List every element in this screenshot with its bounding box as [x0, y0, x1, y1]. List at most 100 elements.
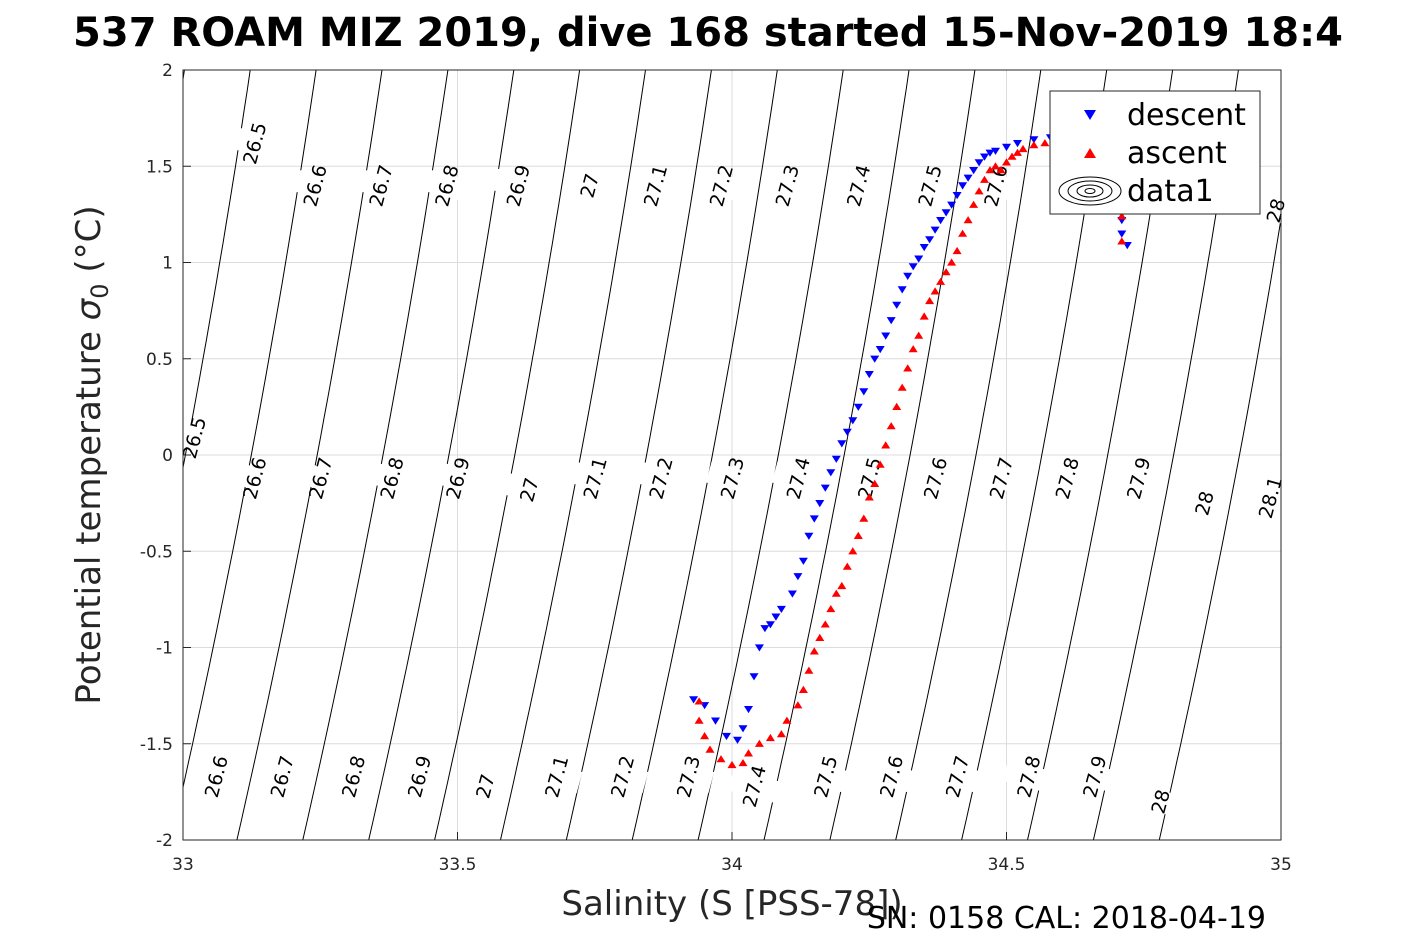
contour-label-bg	[255, 759, 308, 794]
contour-label-bg	[969, 168, 1022, 203]
isopycnal-line	[236, 70, 383, 840]
contour-label-bg	[568, 461, 621, 495]
descent-point	[787, 590, 797, 598]
contour-label-bg	[843, 461, 896, 495]
ascent-point	[930, 287, 940, 295]
contour-label-bg	[491, 168, 544, 203]
x-tick-label: 33.5	[439, 855, 477, 875]
descent-point	[848, 417, 858, 425]
ascent-point	[875, 460, 885, 468]
descent-point	[985, 149, 995, 157]
ascent-point	[716, 755, 726, 763]
descent-point	[941, 209, 951, 217]
ascent-point	[1013, 148, 1022, 156]
ascent-point	[925, 296, 935, 305]
contour-label-bg	[705, 461, 759, 495]
contour-label-bg	[288, 168, 341, 203]
y-axis-label-main: Potential temperature	[69, 320, 109, 704]
contour-label-bg	[596, 759, 649, 794]
isopycnal-line	[763, 70, 910, 840]
y-axis-label: Potential temperature σ0 (°C)	[69, 205, 114, 704]
isopycnal-line	[302, 70, 449, 840]
ascent-point	[853, 531, 863, 539]
legend: descent ascent data1	[1049, 90, 1261, 215]
y-tick-label: 2	[162, 61, 173, 81]
ascent-point	[837, 581, 847, 590]
isopycnal-line	[1158, 216, 1281, 840]
descent-point	[765, 621, 775, 629]
contour-label-bg	[727, 769, 780, 803]
ascent-point	[908, 345, 918, 353]
ascent-point	[958, 229, 968, 237]
descent-point	[760, 625, 770, 633]
descent-point	[903, 272, 913, 280]
contour-label-bg	[365, 461, 418, 495]
contour-label-bg	[1178, 486, 1231, 520]
descent-point	[749, 673, 759, 681]
descent-point	[837, 440, 847, 448]
descent-point	[798, 557, 808, 565]
isopycnal-line	[368, 70, 515, 840]
ascent-point	[798, 685, 808, 693]
descent-point	[886, 317, 896, 325]
descent-point	[947, 201, 957, 209]
isopycnal-line	[500, 70, 646, 840]
ascent-point	[974, 187, 984, 195]
chart-title: 537 ROAM MIZ 2019, dive 168 started 15-N…	[73, 10, 1343, 56]
contour-label-bg	[634, 461, 687, 495]
contour-label-bg	[1134, 784, 1187, 819]
ascent-point	[991, 162, 1000, 170]
descent-point	[919, 244, 929, 252]
descent-point	[991, 147, 1000, 155]
isopycnal-line	[697, 70, 844, 840]
contour-label-bg	[760, 168, 813, 203]
descent-point	[820, 484, 830, 492]
y-axis-label-subscript: 0	[86, 283, 114, 298]
isopycnal-line	[183, 70, 317, 790]
ascent-point	[765, 733, 775, 742]
descent-point	[1029, 136, 1039, 144]
contour-label-bg	[327, 759, 380, 794]
isopycnal-line	[829, 70, 976, 840]
ascent-point	[842, 562, 852, 570]
contour-label-bg	[1112, 461, 1165, 495]
x-tick-label: 34.5	[988, 855, 1026, 875]
ascent-point	[694, 697, 704, 705]
ascent-point	[782, 716, 792, 724]
isopycnal-line	[565, 70, 712, 840]
y-tick-label: -1	[156, 639, 173, 659]
ascent-point	[804, 666, 814, 674]
descent-point	[809, 515, 819, 523]
ascent-point	[963, 216, 973, 224]
y-axis-label-unit: (°C)	[69, 205, 109, 283]
x-tick-label: 34	[721, 855, 743, 875]
contour-label-bg	[1243, 480, 1297, 515]
descent-point	[875, 346, 885, 354]
ascent-point	[848, 547, 858, 555]
descent-point	[963, 174, 973, 182]
descent-point	[864, 371, 874, 379]
ascent-point	[980, 175, 989, 183]
descent-point	[870, 355, 880, 363]
descent-point	[936, 217, 946, 225]
contour-label-bg	[502, 472, 555, 507]
contour-label-bg	[228, 461, 281, 495]
descent-point	[1117, 230, 1127, 238]
y-tick-label: -1.5	[140, 735, 173, 755]
ascent-point	[809, 647, 819, 655]
ascent-point	[831, 589, 841, 597]
descent-point	[793, 573, 803, 581]
contour-label-bg	[1002, 759, 1055, 794]
ascent-point	[870, 479, 880, 487]
ascent-point	[744, 749, 753, 757]
ascent-point	[1029, 141, 1039, 149]
x-axis-ticks: 33 33.5 34 34.5 35	[172, 832, 1292, 875]
ascent-point	[694, 716, 704, 724]
contour-label-bg	[629, 168, 682, 203]
descent-point	[897, 286, 907, 294]
x-tick-label: 33	[172, 855, 194, 875]
contour-label-bg	[832, 168, 885, 203]
ascent-point	[881, 441, 891, 449]
legend-descent-label: descent	[1127, 98, 1246, 133]
